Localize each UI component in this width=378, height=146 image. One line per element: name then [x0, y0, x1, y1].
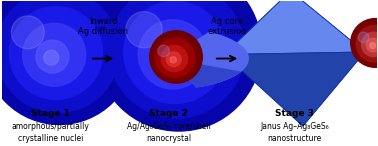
Wedge shape [169, 59, 242, 88]
Text: Ag core
extrusion: Ag core extrusion [207, 17, 247, 36]
Ellipse shape [356, 25, 378, 62]
Ellipse shape [161, 45, 187, 72]
Ellipse shape [124, 1, 226, 104]
Ellipse shape [170, 57, 177, 63]
Ellipse shape [155, 38, 195, 77]
Ellipse shape [0, 0, 135, 124]
Polygon shape [225, 52, 365, 126]
Ellipse shape [351, 19, 378, 67]
Wedge shape [169, 32, 249, 88]
Ellipse shape [44, 50, 59, 65]
Ellipse shape [370, 43, 375, 48]
Ellipse shape [153, 38, 189, 74]
Ellipse shape [158, 45, 169, 57]
Text: Stage 1: Stage 1 [31, 109, 70, 118]
Ellipse shape [126, 12, 162, 48]
Ellipse shape [36, 40, 69, 73]
Text: Inward
Ag diffusion: Inward Ag diffusion [78, 17, 128, 36]
Text: Stage 2: Stage 2 [149, 109, 188, 118]
Polygon shape [225, 0, 365, 54]
Ellipse shape [166, 52, 181, 67]
Ellipse shape [96, 0, 261, 131]
Ellipse shape [366, 38, 378, 52]
Text: nanocrystal: nanocrystal [146, 134, 191, 143]
Ellipse shape [23, 23, 86, 86]
Text: nanostructure: nanostructure [268, 134, 322, 143]
Text: amorphous/partially: amorphous/partially [11, 122, 89, 131]
Ellipse shape [138, 20, 208, 89]
Text: Janus Ag–Ag₈GeS₆: Janus Ag–Ag₈GeS₆ [260, 122, 329, 131]
Ellipse shape [11, 16, 44, 49]
Polygon shape [291, 0, 365, 126]
Ellipse shape [0, 0, 119, 113]
Polygon shape [225, 0, 303, 126]
Ellipse shape [109, 0, 245, 118]
Ellipse shape [358, 32, 369, 43]
Ellipse shape [161, 49, 178, 66]
Text: Stage 3: Stage 3 [275, 109, 314, 118]
Text: crystalline nuclei: crystalline nuclei [18, 134, 83, 143]
Text: Ag/Ag₈GeS₆ core/shell: Ag/Ag₈GeS₆ core/shell [127, 122, 211, 131]
Ellipse shape [9, 7, 102, 99]
Ellipse shape [361, 32, 378, 57]
Ellipse shape [150, 31, 202, 83]
